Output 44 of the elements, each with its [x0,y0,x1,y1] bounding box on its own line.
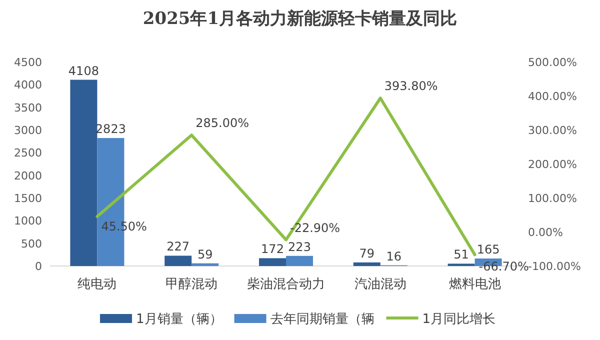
y2-tick-label: -100.00% [528,260,581,273]
data-label: 393.80% [384,79,438,94]
y2-tick-label: 400.00% [528,90,577,103]
y2-tick-label: 100.00% [528,192,577,205]
bar [164,256,192,266]
data-label: 16 [386,249,402,264]
legend-label: 1月同比增长 [422,312,496,327]
y-tick-label: 3500 [14,101,42,114]
y-tick-label: 2500 [14,146,42,160]
y-tick-label: 1000 [14,214,42,228]
x-tick-label: 纯电动 [78,277,117,292]
x-tick-label: 柴油混合动力 [247,277,325,292]
bar [353,262,380,266]
data-label: 4108 [68,64,99,78]
bar [286,256,313,266]
y2-tick-label: 200.00% [528,158,577,171]
y-tick-label: 2000 [14,169,42,182]
data-label: 172 [261,242,284,256]
data-label: 285.00% [196,116,249,130]
y-tick-label: 4000 [14,78,42,92]
x-tick-label: 甲醇混动 [166,277,218,292]
data-label: 165 [476,242,500,257]
bar [70,80,98,266]
legend-label: 1月销量（辆） [136,312,222,327]
data-label: 227 [166,240,190,254]
y-tick-label: 3000 [14,124,42,137]
y-tick-label: 1500 [14,192,42,205]
legend-label: 去年同期销量（辆 [270,312,374,327]
chart-title: 2025年1月各动力新能源轻卡销量及同比 [142,9,458,29]
x-tick-label: 汽油混动 [354,277,406,292]
y-tick-label: 0 [35,260,42,273]
data-label: 79 [359,246,375,260]
data-label: 59 [197,247,213,262]
y-tick-label: 500 [21,237,42,250]
x-tick-label: 燃料电池 [448,277,501,292]
data-label: 51 [454,248,469,262]
bar [259,258,286,266]
data-label: -66.70% [478,260,529,274]
y2-tick-label: 300.00% [528,124,577,137]
y2-tick-label: 500.00% [528,56,577,69]
bar [192,263,219,266]
y-tick-label: 4500 [14,56,42,69]
y2-tick-label: 0.00% [528,226,563,239]
data-label: 223 [288,240,311,254]
